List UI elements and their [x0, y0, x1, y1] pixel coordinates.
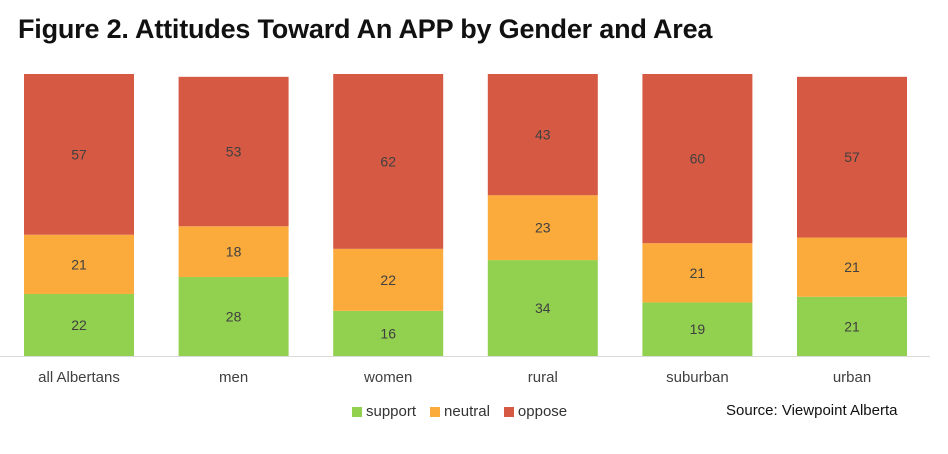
data-label-support-5: 21 [844, 318, 860, 334]
bar-segment-support-5 [797, 296, 907, 356]
data-label-oppose-1: 53 [226, 144, 242, 160]
legend-label-support: support [366, 403, 417, 420]
legend-item-support: support [352, 403, 416, 420]
bar-segment-neutral-4 [642, 243, 753, 303]
data-label-neutral-3: 23 [535, 220, 551, 236]
category-label-5: urban [833, 369, 871, 386]
category-label-3: rural [528, 369, 558, 386]
data-label-neutral-5: 21 [844, 259, 860, 275]
source-note: Source: Viewpoint Alberta [726, 402, 898, 419]
data-label-support-1: 28 [226, 309, 242, 325]
bar-segment-support-0 [24, 293, 134, 356]
bar-segment-neutral-0 [24, 234, 134, 294]
legend-label-neutral: neutral [444, 403, 490, 420]
data-label-support-4: 19 [690, 321, 706, 337]
data-label-oppose-4: 60 [690, 151, 706, 167]
data-label-support-2: 16 [380, 325, 396, 341]
bar-segment-oppose-1 [178, 76, 289, 227]
bar-segment-neutral-1 [178, 226, 289, 278]
data-label-neutral-4: 21 [690, 265, 706, 281]
bar-segment-oppose-2 [333, 74, 444, 249]
bar-segment-oppose-5 [797, 76, 907, 238]
legend-item-neutral: neutral [430, 403, 490, 420]
legend-swatch-support [352, 406, 362, 417]
legend-label-oppose: oppose [517, 403, 568, 420]
data-label-oppose-3: 43 [535, 127, 551, 143]
category-label-0: all Albertans [38, 369, 120, 386]
bar-segment-oppose-4 [642, 74, 753, 244]
category-label-2: women [363, 369, 412, 386]
data-label-neutral-0: 21 [71, 256, 87, 272]
bar-segment-support-2 [333, 310, 444, 356]
bar-segment-support-1 [178, 277, 289, 356]
bar-segment-support-3 [487, 260, 598, 356]
legend-item-oppose: oppose [503, 403, 568, 420]
legend-swatch-oppose [503, 406, 514, 417]
data-label-support-0: 22 [71, 317, 87, 333]
data-label-oppose-2: 62 [380, 153, 396, 169]
bar-segment-neutral-5 [797, 237, 907, 297]
category-label-1: men [219, 369, 248, 386]
data-label-neutral-1: 18 [226, 244, 242, 260]
legend: support neutral oppose [352, 403, 567, 420]
bar-segment-neutral-2 [333, 248, 444, 311]
data-label-support-3: 34 [535, 300, 551, 316]
data-label-oppose-5: 57 [844, 149, 860, 165]
chart-title: Figure 2. Attitudes Toward An APP by Gen… [18, 14, 713, 44]
legend-swatch-neutral [430, 406, 441, 417]
category-label-4: suburban [666, 369, 729, 386]
bar-segment-neutral-3 [487, 195, 598, 261]
data-label-neutral-2: 22 [380, 272, 396, 288]
bar-segment-oppose-3 [487, 74, 598, 196]
bar-segment-oppose-0 [24, 74, 134, 235]
data-label-oppose-0: 57 [71, 146, 87, 162]
bar-segment-support-4 [642, 302, 753, 356]
